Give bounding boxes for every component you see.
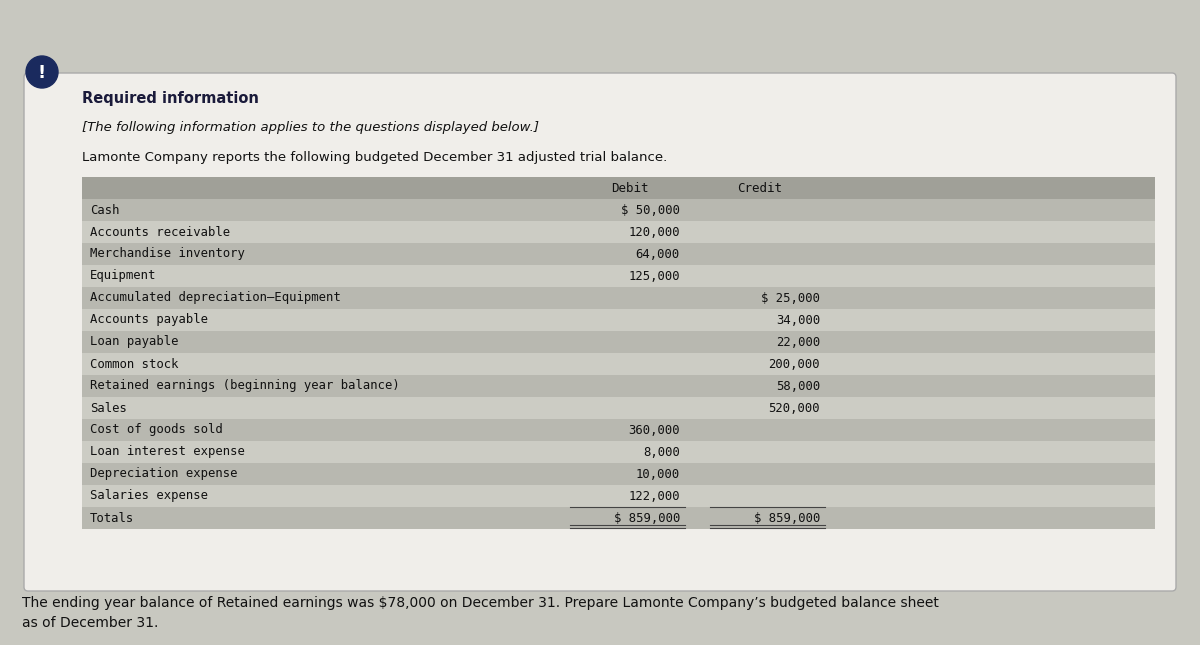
Text: Loan payable: Loan payable: [90, 335, 179, 348]
Text: Sales: Sales: [90, 401, 127, 415]
Text: 360,000: 360,000: [629, 424, 680, 437]
Text: Salaries expense: Salaries expense: [90, 490, 208, 502]
Text: !: !: [38, 64, 46, 82]
Text: Required information: Required information: [82, 90, 259, 106]
Text: 125,000: 125,000: [629, 270, 680, 283]
Text: Accounts receivable: Accounts receivable: [90, 226, 230, 239]
Text: Common stock: Common stock: [90, 357, 179, 370]
Bar: [82, 375, 1154, 397]
Bar: [82, 419, 1154, 441]
Bar: [82, 463, 1154, 485]
Text: 64,000: 64,000: [636, 248, 680, 261]
Text: 22,000: 22,000: [775, 335, 820, 348]
Bar: [82, 243, 1154, 265]
Text: 10,000: 10,000: [636, 468, 680, 481]
Text: as of December 31.: as of December 31.: [22, 616, 158, 630]
Bar: [82, 441, 1154, 463]
Text: Lamonte Company reports the following budgeted December 31 adjusted trial balanc: Lamonte Company reports the following bu…: [82, 150, 667, 163]
Text: Loan interest expense: Loan interest expense: [90, 446, 245, 459]
Bar: [82, 221, 1154, 243]
Bar: [82, 485, 1154, 507]
Text: [The following information applies to the questions displayed below.]: [The following information applies to th…: [82, 121, 539, 134]
Circle shape: [26, 56, 58, 88]
Bar: [82, 265, 1154, 287]
Text: Accumulated depreciation–Equipment: Accumulated depreciation–Equipment: [90, 292, 341, 304]
Text: Retained earnings (beginning year balance): Retained earnings (beginning year balanc…: [90, 379, 400, 393]
Text: $ 50,000: $ 50,000: [622, 204, 680, 217]
Text: Debit: Debit: [611, 181, 649, 195]
Bar: [82, 177, 1154, 199]
Text: Accounts payable: Accounts payable: [90, 313, 208, 326]
Text: Cash: Cash: [90, 204, 120, 217]
Bar: [82, 353, 1154, 375]
Text: Totals: Totals: [90, 511, 134, 524]
Text: $ 859,000: $ 859,000: [613, 511, 680, 524]
Bar: [82, 507, 1154, 529]
Text: 520,000: 520,000: [768, 401, 820, 415]
Text: Depreciation expense: Depreciation expense: [90, 468, 238, 481]
Bar: [82, 309, 1154, 331]
Text: Cost of goods sold: Cost of goods sold: [90, 424, 223, 437]
Text: 122,000: 122,000: [629, 490, 680, 502]
Bar: [82, 397, 1154, 419]
FancyBboxPatch shape: [24, 73, 1176, 591]
Text: 58,000: 58,000: [775, 379, 820, 393]
Text: $ 25,000: $ 25,000: [761, 292, 820, 304]
Text: Merchandise inventory: Merchandise inventory: [90, 248, 245, 261]
Text: 200,000: 200,000: [768, 357, 820, 370]
Text: Equipment: Equipment: [90, 270, 156, 283]
Text: 34,000: 34,000: [775, 313, 820, 326]
Bar: [82, 331, 1154, 353]
Bar: [82, 287, 1154, 309]
Text: $ 859,000: $ 859,000: [754, 511, 820, 524]
Text: Credit: Credit: [738, 181, 782, 195]
Text: 8,000: 8,000: [643, 446, 680, 459]
Text: The ending year balance of Retained earnings was $78,000 on December 31. Prepare: The ending year balance of Retained earn…: [22, 596, 938, 610]
Bar: [82, 199, 1154, 221]
Text: 120,000: 120,000: [629, 226, 680, 239]
